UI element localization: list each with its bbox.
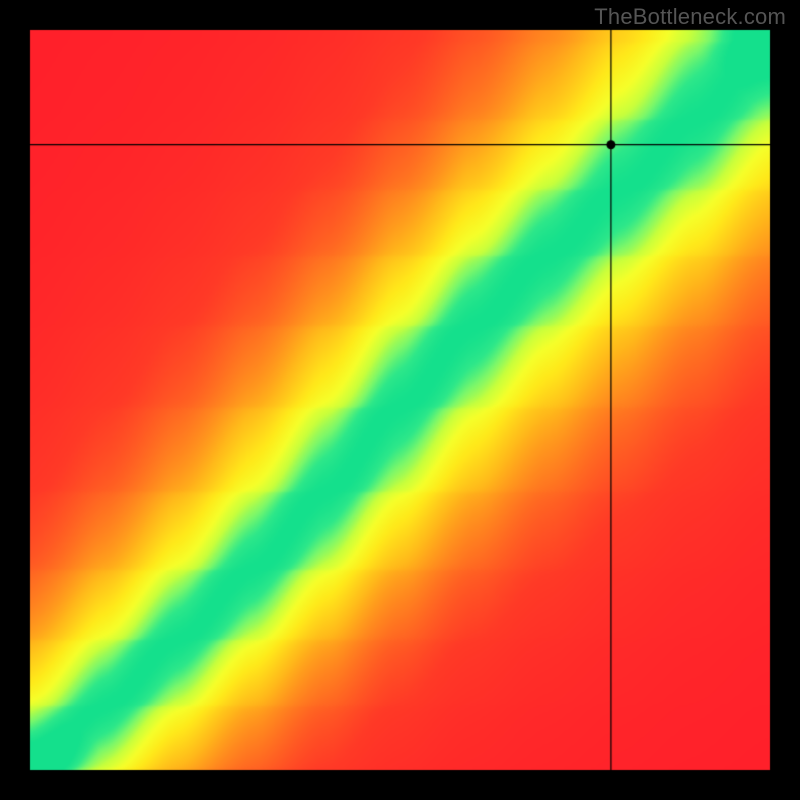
bottleneck-heatmap [0,0,800,800]
watermark-text: TheBottleneck.com [594,4,786,30]
